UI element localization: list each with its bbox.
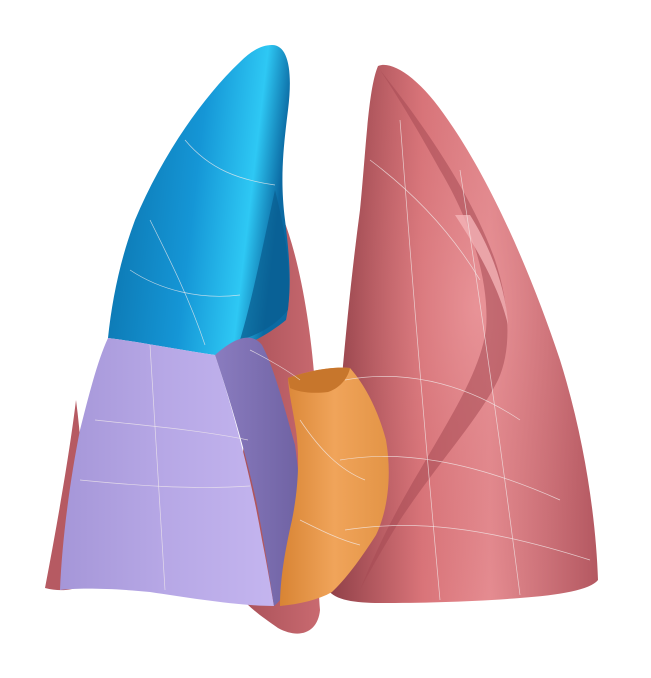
rose-right-highlight	[328, 64, 598, 603]
mesh-lines	[79, 119, 591, 601]
blue-upper-lobe	[108, 45, 290, 355]
rose-fold-shine	[455, 215, 508, 325]
lavender-inner-fold	[215, 337, 301, 606]
lavender-lower-lobe	[60, 338, 274, 606]
blue-inner-fold	[240, 190, 290, 340]
orange-center-block	[280, 367, 389, 606]
orange-block-top	[288, 367, 350, 393]
